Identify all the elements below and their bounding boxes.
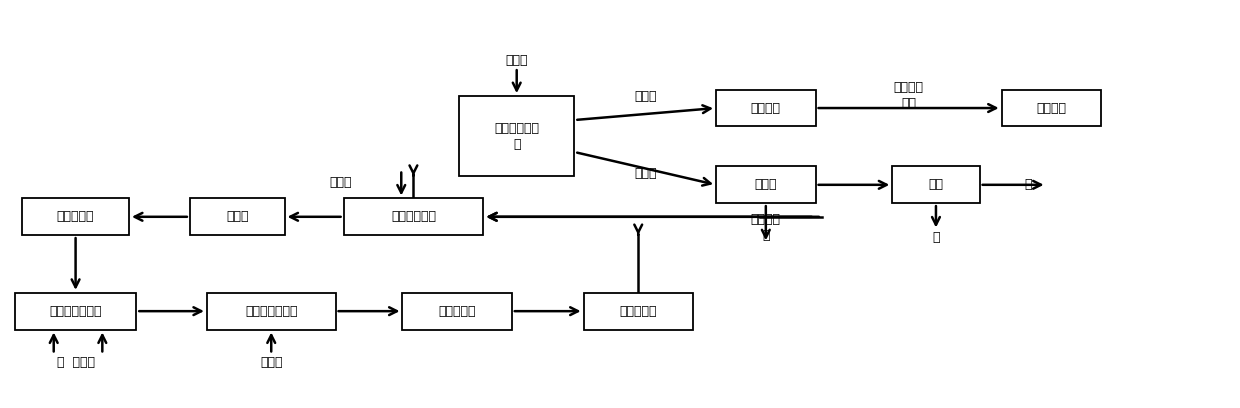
Text: 氨: 氨: [1024, 178, 1032, 191]
Text: 环己酮: 环己酮: [260, 356, 283, 369]
Text: 萃取相: 萃取相: [634, 90, 656, 103]
Text: 一级换热器: 一级换热器: [57, 210, 94, 223]
Text: 静态混合器: 静态混合器: [439, 305, 476, 318]
FancyBboxPatch shape: [1002, 90, 1101, 126]
Text: 氨  双氧水: 氨 双氧水: [57, 356, 94, 369]
FancyBboxPatch shape: [893, 166, 980, 203]
Text: 连续萸取分离
塔: 连续萸取分离 塔: [495, 122, 539, 151]
Text: 循环泵: 循环泵: [226, 210, 248, 223]
Text: 脱氨: 脱氨: [929, 178, 944, 191]
Text: 水: 水: [932, 231, 940, 244]
Text: 环己酮肟
溶液: 环己酮肟 溶液: [894, 81, 924, 110]
FancyBboxPatch shape: [584, 293, 693, 330]
FancyBboxPatch shape: [207, 293, 336, 330]
FancyBboxPatch shape: [22, 198, 129, 235]
Text: 膜分离: 膜分离: [755, 178, 777, 191]
Text: 一级管道反应器: 一级管道反应器: [50, 305, 102, 318]
Text: 氨肏化反应釜: 氨肏化反应釜: [391, 210, 436, 223]
Text: 二级换热器: 二级换热器: [620, 305, 657, 318]
Text: 萃余相: 萃余相: [634, 167, 656, 180]
FancyBboxPatch shape: [715, 90, 816, 126]
Text: 催化剂: 催化剂: [330, 176, 352, 189]
Text: 保安过滤: 保安过滤: [751, 102, 781, 115]
FancyBboxPatch shape: [715, 166, 816, 203]
Text: 催化剂浆
液: 催化剂浆 液: [751, 213, 781, 242]
FancyBboxPatch shape: [459, 96, 574, 176]
FancyBboxPatch shape: [15, 293, 136, 330]
Text: 萃取剂: 萃取剂: [506, 54, 528, 67]
Text: 二级管道反应器: 二级管道反应器: [246, 305, 298, 318]
FancyBboxPatch shape: [403, 293, 512, 330]
FancyBboxPatch shape: [343, 198, 484, 235]
Text: 后续工序: 后续工序: [1037, 102, 1066, 115]
FancyBboxPatch shape: [190, 198, 285, 235]
